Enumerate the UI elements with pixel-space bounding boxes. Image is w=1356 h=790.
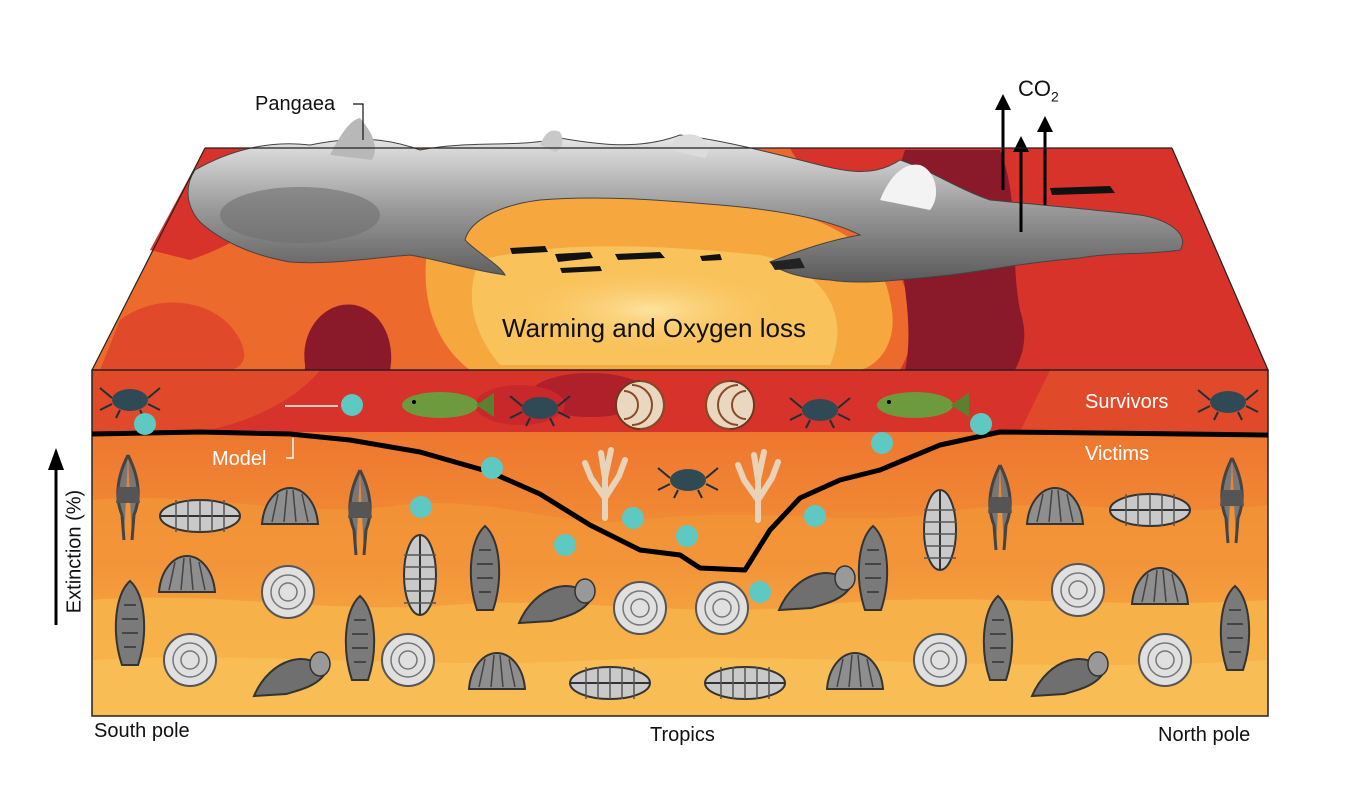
horn-shell-icon [1030, 651, 1109, 698]
data-point-dot [622, 507, 644, 529]
ocean-cross-section [91, 369, 1269, 717]
crab-icon [657, 467, 719, 499]
bryozoan-icon [1219, 584, 1251, 671]
co2-label: CO2 [1018, 76, 1059, 104]
bryozoan-icon [344, 594, 376, 681]
brachiopod-icon [825, 651, 885, 690]
brachiopod-icon [467, 651, 527, 690]
model-label: Model [212, 448, 267, 470]
trilobite-icon [159, 499, 241, 533]
trilobite-icon [569, 666, 651, 700]
coral-icon [582, 447, 628, 521]
data-point-dot [970, 413, 992, 435]
y-axis-label: Extinction (%) [63, 489, 86, 614]
trilobite-icon [923, 489, 957, 571]
north-pole-label: North pole [1158, 724, 1251, 746]
data-point-dot [676, 525, 698, 547]
extinction-axis-arrow [48, 448, 64, 625]
data-point-dot [410, 496, 432, 518]
crab-icon [509, 395, 571, 427]
up-arrow-icon [1037, 116, 1053, 205]
coral-icon [735, 449, 781, 523]
ammonoid-icon [163, 633, 217, 687]
model-leader-line [286, 438, 294, 459]
bryozoan-icon [114, 579, 146, 666]
crab-icon [789, 397, 851, 429]
trilobite-icon [704, 666, 786, 700]
ammonoid-icon [261, 565, 315, 619]
crinoid-icon [1220, 457, 1244, 544]
box-outline [91, 147, 1269, 371]
south-pole-label: South pole [94, 720, 190, 742]
ammonoid-icon [1051, 563, 1105, 617]
bryozoan-icon [469, 524, 501, 611]
data-point-dot [134, 413, 156, 435]
victims-organisms [114, 454, 1251, 700]
brachiopod-icon [260, 486, 320, 525]
model-curve [91, 429, 1269, 573]
data-point-dot [749, 581, 771, 603]
nautilus-icon [615, 380, 665, 430]
crinoid-icon [988, 464, 1012, 551]
ammonoid-icon [381, 633, 435, 687]
ammonoid-icon [695, 581, 749, 635]
data-point-dot [554, 534, 576, 556]
tropics-label: Tropics [650, 724, 715, 746]
survivors-label: Survivors [1085, 391, 1169, 413]
pangaea-leader-line [353, 103, 364, 140]
brachiopod-icon [1130, 566, 1190, 605]
brachiopod-icon [157, 554, 217, 593]
ammonoid-icon [1138, 633, 1192, 687]
pangaea-landmass [187, 118, 1183, 283]
survivors-organisms [99, 380, 1259, 430]
co2-subscript: 2 [1051, 88, 1059, 105]
co2-main: CO [1018, 76, 1051, 101]
bryozoan-icon [982, 594, 1014, 681]
fish-icon [402, 392, 494, 418]
horn-shell-icon [517, 578, 596, 625]
victims-label: Victims [1085, 443, 1150, 465]
trilobite-icon [1109, 493, 1191, 527]
up-arrow-icon [995, 94, 1011, 190]
data-point-dot [804, 505, 826, 527]
crinoid-icon [348, 469, 372, 556]
ammonoid-icon [913, 633, 967, 687]
data-point-dot [341, 394, 363, 416]
horn-shell-icon [252, 651, 331, 698]
horn-shell-icon [777, 565, 856, 612]
brachiopod-icon [1025, 486, 1085, 525]
data-point-dot [481, 457, 503, 479]
trilobite-icon [403, 534, 437, 616]
top-title: Warming and Oxygen loss [502, 313, 806, 343]
crinoid-icon [116, 454, 140, 541]
crab-icon [1197, 389, 1259, 421]
data-point-dot [871, 432, 893, 454]
ammonoid-icon [613, 581, 667, 635]
bryozoan-icon [857, 524, 889, 611]
crab-icon [99, 387, 161, 419]
nautilus-icon [705, 380, 755, 430]
fish-icon [877, 392, 969, 418]
data-points [134, 394, 992, 603]
pangaea-label: Pangaea [255, 93, 336, 115]
tropical-organisms [582, 447, 781, 523]
